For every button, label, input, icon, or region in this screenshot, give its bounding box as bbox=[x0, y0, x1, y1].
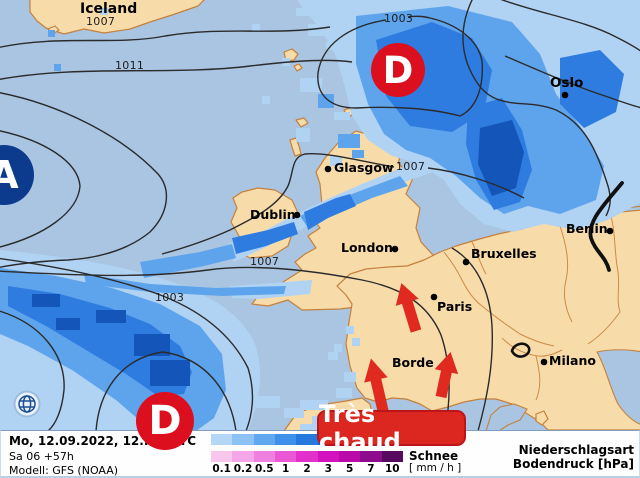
warm-annotation-box: Très chaud bbox=[317, 400, 466, 456]
site-logo-icon bbox=[13, 390, 41, 418]
tick: 0.5 bbox=[255, 463, 274, 475]
region-label-iceland: Iceland bbox=[80, 1, 138, 17]
city-label-berlin: Berlin bbox=[566, 221, 608, 236]
tick: 0.1 bbox=[212, 463, 231, 475]
isobar-label: 1003 bbox=[155, 291, 185, 304]
city-label-bruxelles: Bruxelles bbox=[471, 246, 537, 261]
sea-ligurian bbox=[485, 403, 528, 432]
tick: 7 bbox=[367, 463, 375, 475]
pressure-unit-label: Bodendruck [hPa] bbox=[512, 457, 634, 471]
city-label-dublin: Dublin bbox=[250, 207, 296, 222]
land-corsica bbox=[535, 410, 549, 426]
tick: 5 bbox=[345, 463, 354, 475]
snow-colorbar bbox=[211, 451, 403, 462]
low-pressure-center-southwest: D bbox=[136, 392, 194, 450]
tick: 0.2 bbox=[233, 463, 253, 475]
city-label-bordeaux: Borde bbox=[392, 355, 434, 370]
isobar-label: 1011 bbox=[115, 59, 145, 72]
isobar-label: 1007 bbox=[396, 160, 426, 173]
isobar-label: 1007 bbox=[86, 15, 116, 28]
isobars bbox=[0, 0, 640, 432]
front-lines bbox=[510, 181, 624, 358]
tick: 3 bbox=[324, 463, 332, 475]
unit-label: [ mm / h ] bbox=[409, 462, 462, 474]
city-label-oslo: Oslo bbox=[550, 75, 584, 91]
city-label-glasgow: Glasgow bbox=[334, 160, 394, 175]
precip-type-label: Niederschlagsart bbox=[518, 443, 634, 457]
snow-label: Schnee bbox=[409, 449, 459, 463]
precipitation-darkest bbox=[32, 120, 524, 386]
model-run: Sa 06 +57h bbox=[9, 450, 74, 463]
land-faroe2 bbox=[293, 63, 303, 72]
land-orkney bbox=[295, 117, 309, 128]
city-label-paris: Paris bbox=[437, 299, 473, 314]
low-letter: D bbox=[148, 398, 182, 444]
scale-tick-labels: 0.1 0.2 0.5 1 2 3 5 7 10 bbox=[211, 463, 403, 475]
warm-annotation-text: Très chaud bbox=[319, 400, 401, 456]
low-letter: D bbox=[382, 48, 414, 92]
land-iceland bbox=[29, 0, 205, 35]
city-label-london: London bbox=[341, 240, 393, 255]
isobar-label: 1003 bbox=[384, 12, 414, 25]
model-name: Modell: GFS (NOAA) bbox=[9, 464, 119, 477]
city-label-milano: Milano bbox=[549, 353, 596, 368]
country-borders bbox=[443, 212, 621, 401]
high-letter: A bbox=[0, 153, 19, 197]
isobar-label: 1007 bbox=[250, 255, 280, 268]
tick: 10 bbox=[384, 463, 400, 475]
city-dots bbox=[293, 91, 614, 366]
low-pressure-center-north: D bbox=[371, 43, 425, 97]
tick: 1 bbox=[281, 463, 290, 475]
sea-adriatic bbox=[596, 349, 640, 425]
tick: 2 bbox=[303, 463, 311, 475]
